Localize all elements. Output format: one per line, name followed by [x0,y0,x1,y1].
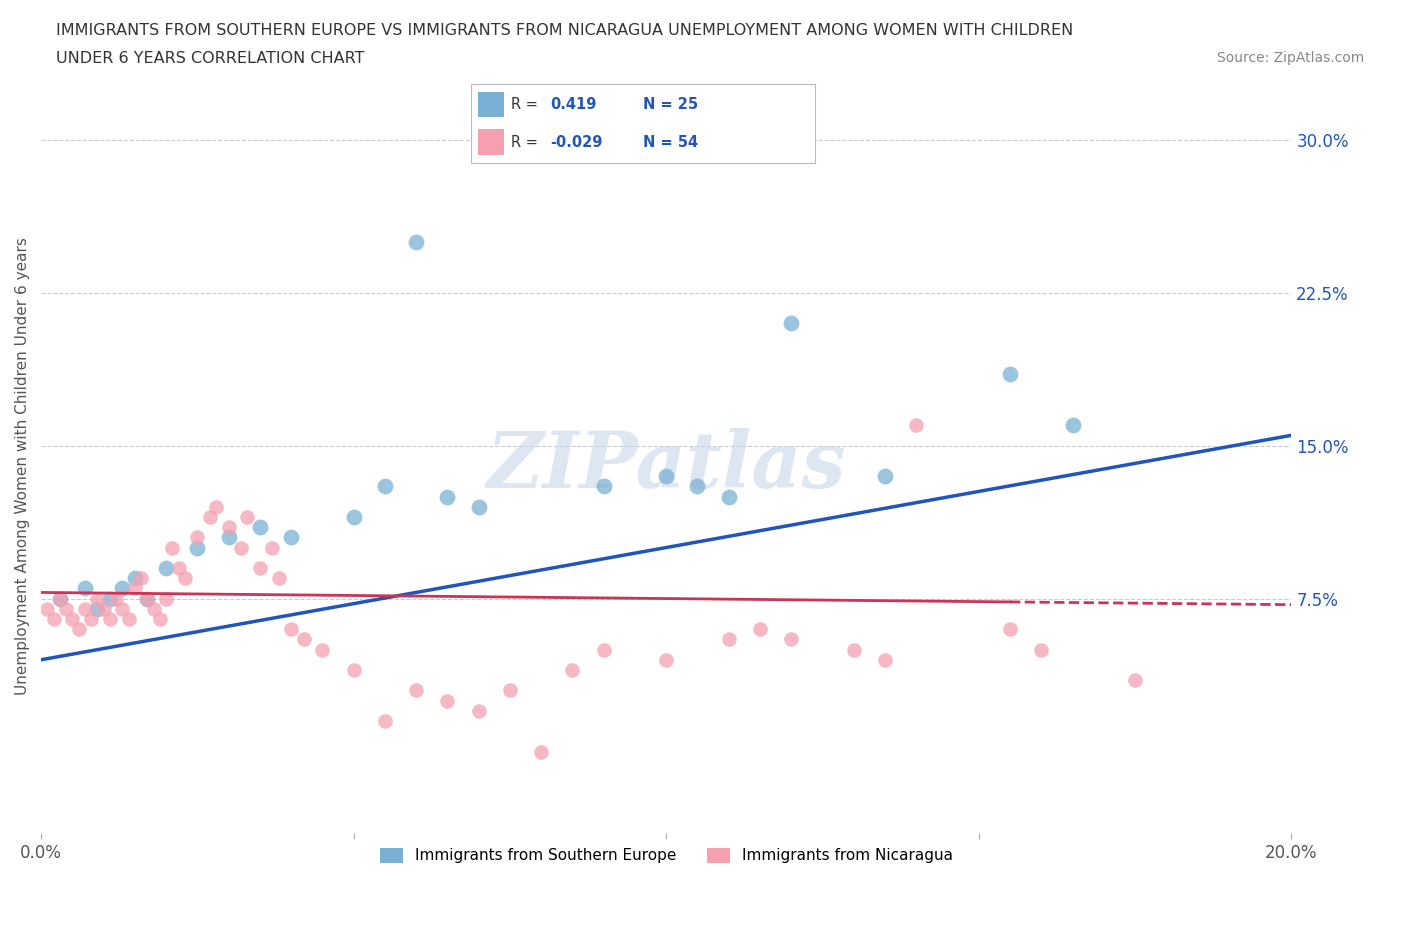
Point [1062,418,1084,432]
Text: N = 54: N = 54 [644,135,699,150]
Point [655,652,678,667]
Point [905,418,928,432]
Point [93,602,115,617]
Bar [478,129,503,155]
Point [873,652,896,667]
Point [42,612,65,627]
Point [55,602,77,617]
Point [530,744,553,759]
Point [343,662,366,677]
Point [129,571,152,586]
Y-axis label: Unemployment Among Women with Children Under 6 years: Unemployment Among Women with Children U… [15,237,30,695]
Point [173,571,195,586]
Point [842,642,865,657]
Point [111,602,134,617]
Point [60,612,83,627]
Point [142,602,165,617]
Text: N = 25: N = 25 [644,97,699,113]
Point [86,591,108,606]
Point [405,234,427,249]
Point [49,591,72,606]
Point [80,612,103,627]
Point [262,540,284,555]
Point [231,540,253,555]
Point [136,591,159,606]
Point [218,530,240,545]
Point [218,520,240,535]
Point [592,642,614,657]
Text: Source: ZipAtlas.com: Source: ZipAtlas.com [1216,51,1364,65]
Point [1123,672,1146,687]
Point [117,612,139,627]
Point [124,571,146,586]
Point [67,622,90,637]
Point [655,469,678,484]
Point [49,591,72,606]
Point [499,683,522,698]
Point [686,479,709,494]
Point [236,510,259,525]
Text: IMMIGRANTS FROM SOUTHERN EUROPE VS IMMIGRANTS FROM NICARAGUA UNEMPLOYMENT AMONG : IMMIGRANTS FROM SOUTHERN EUROPE VS IMMIG… [56,23,1074,38]
Point [155,561,177,576]
Point [436,489,458,504]
Point [717,631,740,646]
Point [98,591,121,606]
Point [124,581,146,596]
Point [73,602,96,617]
Point [155,591,177,606]
Point [198,510,221,525]
Legend: Immigrants from Southern Europe, Immigrants from Nicaragua: Immigrants from Southern Europe, Immigra… [374,842,959,870]
Point [467,499,489,514]
Point [717,489,740,504]
Point [780,315,803,330]
Point [162,540,184,555]
Point [374,479,396,494]
Point [998,622,1021,637]
Point [405,683,427,698]
Text: R =: R = [510,97,537,113]
Bar [478,92,503,117]
Point [98,612,121,627]
Point [136,591,159,606]
Point [467,703,489,718]
Point [749,622,772,637]
Text: 0.419: 0.419 [550,97,596,113]
Point [186,540,208,555]
Point [998,366,1021,381]
Point [292,631,315,646]
Point [311,642,333,657]
Point [873,469,896,484]
Point [86,602,108,617]
Text: ZIPatlas: ZIPatlas [486,428,846,504]
Point [111,581,134,596]
Point [343,510,366,525]
Point [561,662,583,677]
Point [280,530,302,545]
Point [249,561,271,576]
Point [1031,642,1053,657]
Text: UNDER 6 YEARS CORRELATION CHART: UNDER 6 YEARS CORRELATION CHART [56,51,364,66]
Point [73,581,96,596]
Point [105,591,128,606]
Point [167,561,190,576]
Point [149,612,172,627]
Point [374,713,396,728]
Point [186,530,208,545]
Point [436,693,458,708]
Text: R =: R = [510,135,537,150]
Point [280,622,302,637]
Point [780,631,803,646]
Point [205,499,228,514]
Point [37,602,59,617]
Text: -0.029: -0.029 [550,135,603,150]
Point [592,479,614,494]
Point [267,571,290,586]
Point [249,520,271,535]
